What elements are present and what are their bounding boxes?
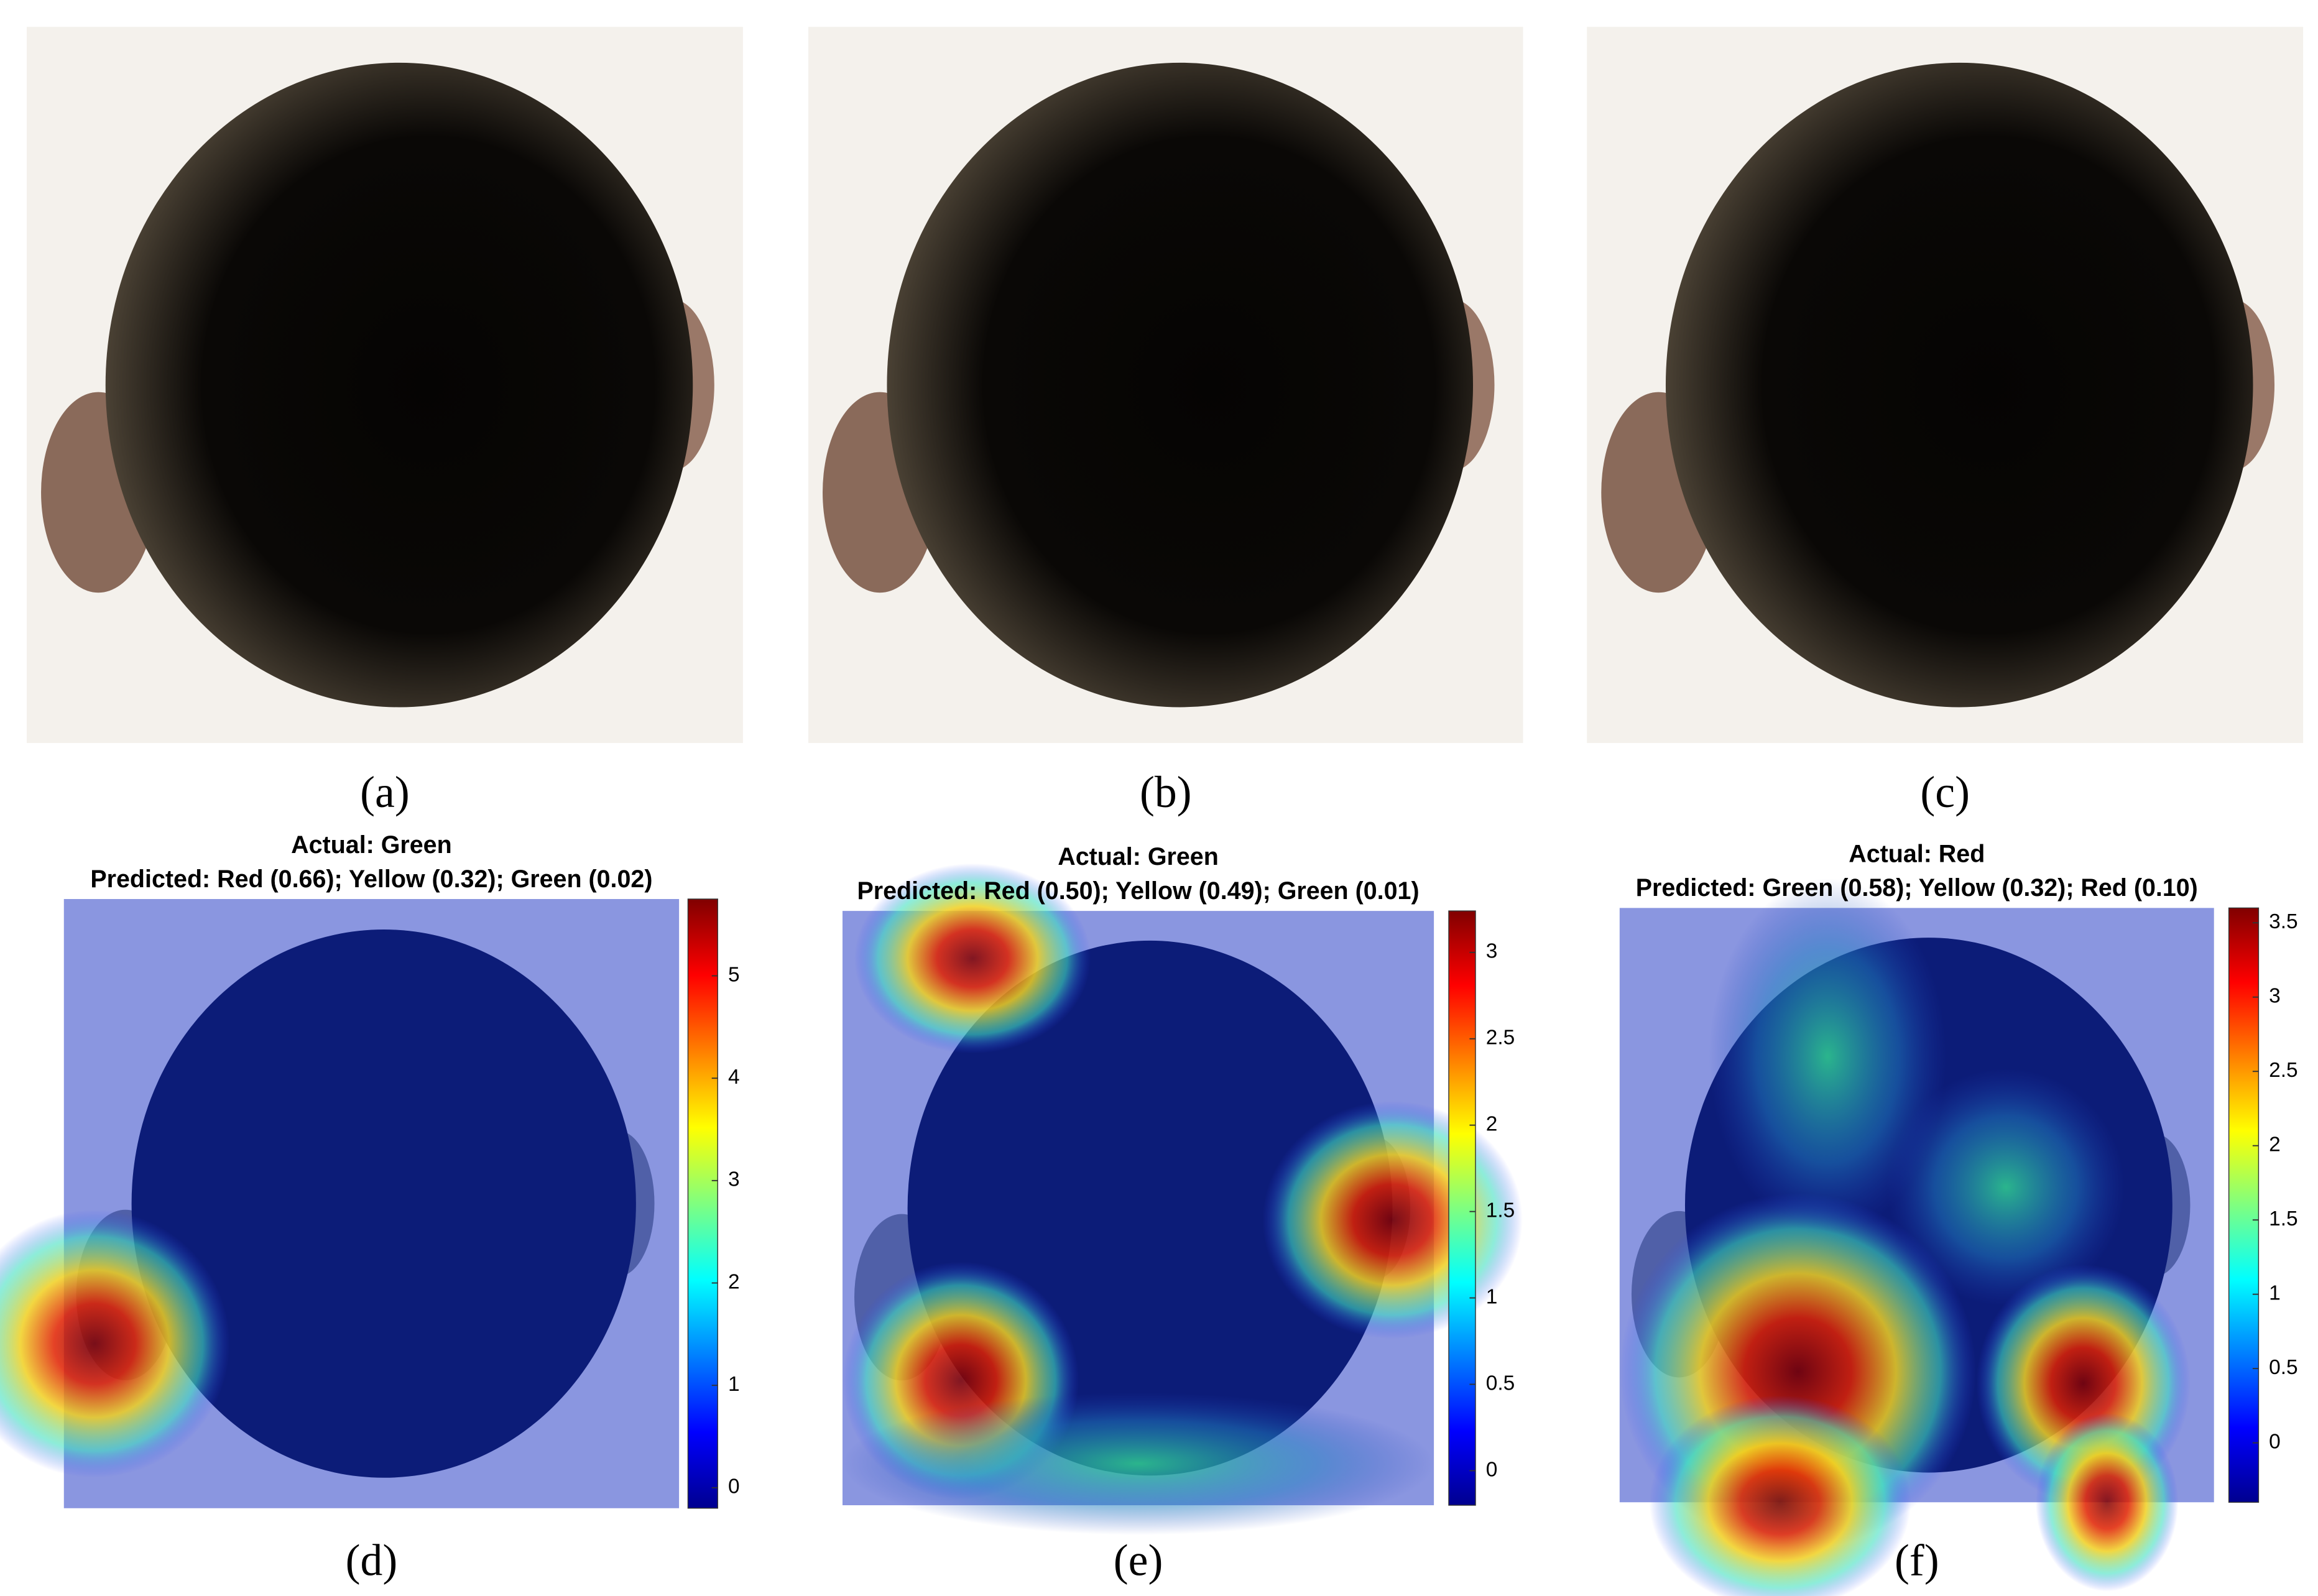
tick-label: 1 [728, 1373, 740, 1396]
panel-title: Actual: Green [291, 831, 452, 859]
panel-label: (e) [1114, 1535, 1163, 1585]
panel-label: (b) [1140, 767, 1192, 817]
panel-label: (f) [1895, 1535, 1939, 1585]
activation [1262, 1101, 1523, 1339]
tick-label: 0 [728, 1475, 740, 1498]
tick-label: 2.5 [1486, 1026, 1515, 1049]
tick-label: 1.5 [2269, 1207, 2297, 1230]
sample-disk [105, 62, 693, 708]
heatmap [1619, 878, 2214, 1596]
activation [1649, 1395, 1911, 1596]
photo [27, 27, 743, 744]
panel-title: Predicted: Red (0.66); Yellow (0.32); Gr… [90, 865, 652, 893]
sample-disk [131, 929, 636, 1478]
colorbar [1448, 910, 1476, 1506]
panel-label: (c) [1920, 767, 1970, 817]
activation [854, 863, 1091, 1054]
tick-label: 1.5 [1486, 1199, 1515, 1222]
tick-label: 0 [2269, 1430, 2281, 1453]
tick-label: 0.5 [2269, 1356, 2297, 1379]
tick-label: 2.5 [2269, 1059, 2297, 1082]
tick-label: 3.5 [2269, 910, 2297, 933]
panel-title: Predicted: Green (0.58); Yellow (0.32); … [1636, 874, 2198, 902]
activation [2035, 1413, 2179, 1592]
panel-label: (d) [346, 1535, 398, 1585]
panel-title: Predicted: Red (0.50); Yellow (0.49); Gr… [857, 877, 1419, 905]
tick-label: 2 [1486, 1113, 1498, 1136]
colorbar [2228, 907, 2260, 1503]
tick-label: 5 [728, 963, 740, 986]
activation [0, 1209, 230, 1478]
tick-label: 4 [728, 1066, 740, 1089]
tick-label: 0 [1486, 1458, 1498, 1481]
heatmap [842, 863, 1523, 1535]
photo [808, 27, 1523, 744]
tick-label: 1 [1486, 1285, 1498, 1308]
activation [842, 1392, 1434, 1535]
tick-label: 1 [2269, 1282, 2281, 1305]
activation [1886, 1068, 2125, 1306]
colorbar [687, 898, 718, 1509]
panel-label: (a) [360, 767, 410, 817]
tick-label: 3 [1486, 940, 1498, 963]
tick-label: 0.5 [1486, 1372, 1515, 1395]
sample-disk [1665, 62, 2253, 708]
photo [1587, 27, 2304, 744]
tick-label: 3 [2269, 985, 2281, 1008]
tick-label: 2 [2269, 1133, 2281, 1156]
tick-label: 2 [728, 1270, 740, 1293]
heatmap [0, 899, 680, 1508]
tick-label: 3 [728, 1168, 740, 1191]
panel-title: Actual: Red [1849, 840, 1985, 867]
sample-disk [887, 62, 1474, 708]
activation [1709, 878, 1947, 1235]
panel-title: Actual: Green [1058, 843, 1219, 870]
